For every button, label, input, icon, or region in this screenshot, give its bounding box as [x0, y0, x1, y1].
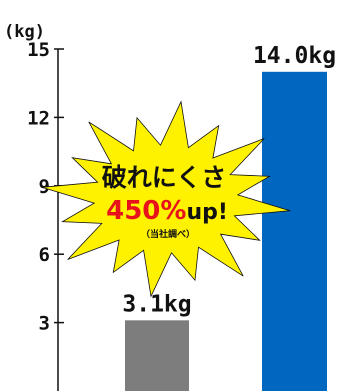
bar: [125, 320, 189, 391]
starburst-callout: 破れにくさ 450%up! （当社調べ）: [41, 100, 291, 298]
y-tick-label: 15: [27, 39, 50, 61]
data-labels-group: 3.1kg 14.0kg: [122, 43, 336, 318]
y-axis-unit-label: (kg): [4, 22, 45, 42]
y-tick-label: 12: [27, 107, 50, 129]
y-tick-label: 3: [39, 313, 50, 335]
callout-line1: 破れにくさ: [102, 163, 227, 192]
bars-group: [125, 71, 327, 391]
bar: [262, 71, 327, 391]
callout-percent: 450%: [106, 196, 186, 226]
callout-up: up!: [186, 200, 227, 225]
starburst-shape: [41, 100, 291, 298]
callout-line2: 450%up!: [106, 196, 228, 226]
bar-data-label: 3.1kg: [122, 291, 191, 317]
y-tick-label: 6: [39, 244, 50, 266]
bar-data-label: 14.0kg: [253, 43, 336, 69]
callout-note: （当社調べ）: [141, 228, 195, 240]
y-axis: 3691215 (kg): [4, 22, 64, 391]
